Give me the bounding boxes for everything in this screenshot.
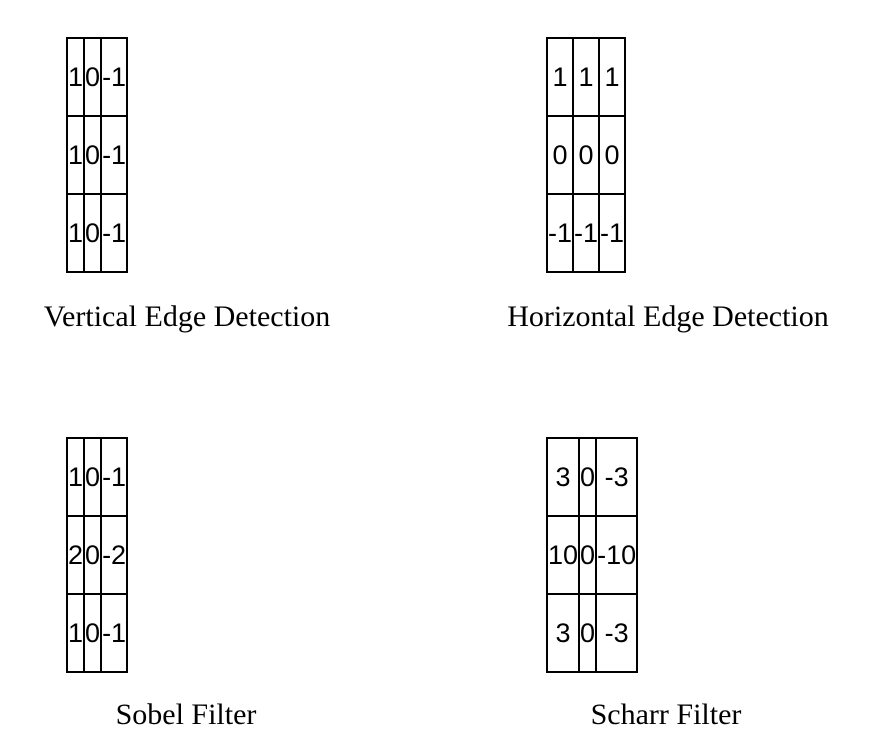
kernel-matrix-horizontal-edge: 1 1 1 0 0 0 -1 -1 -1 — [545, 37, 627, 273]
matrix-cell: 0 — [598, 115, 627, 195]
matrix-cell: -1 — [100, 37, 129, 117]
matrix-row: 3 0 -3 — [545, 437, 639, 517]
matrix-cell: -2 — [100, 515, 129, 595]
matrix-row: 1 0 -1 — [65, 437, 129, 517]
matrix-cell: 3 — [545, 593, 581, 673]
matrix-row: 0 0 0 — [545, 115, 627, 195]
kernel-caption: Vertical Edge Detection — [43, 300, 331, 333]
matrix-cell: 0 — [83, 515, 103, 595]
matrix-row: 1 0 -1 — [65, 37, 129, 117]
matrix-row: 1 0 -1 — [65, 115, 129, 195]
matrix-cell: -1 — [100, 437, 129, 517]
matrix-cell: -1 — [598, 193, 627, 273]
matrix-cell: 0 — [83, 193, 103, 273]
kernel-caption: Sobel Filter — [115, 698, 257, 731]
matrix-row: 1 0 -1 — [65, 193, 129, 273]
matrix-cell: 1 — [65, 437, 86, 517]
matrix-cell: 0 — [83, 37, 103, 117]
matrix-cell: -1 — [545, 193, 575, 273]
matrix-cell: 0 — [83, 593, 103, 673]
matrix-cell: 0 — [572, 115, 601, 195]
matrix-row: 10 0 -10 — [545, 515, 639, 595]
matrix-cell: 0 — [578, 515, 598, 595]
matrix-row: 1 1 1 — [545, 37, 627, 117]
matrix-row: 1 0 -1 — [65, 593, 129, 673]
matrix-cell: -3 — [595, 593, 639, 673]
matrix-cell: 1 — [65, 115, 86, 195]
matrix-cell: 0 — [83, 437, 103, 517]
matrix-cell: 2 — [65, 515, 86, 595]
matrix-cell: -1 — [100, 593, 129, 673]
matrix-cell: -10 — [595, 515, 639, 595]
matrix-cell: 1 — [572, 37, 601, 117]
matrix-cell: 1 — [65, 37, 86, 117]
matrix-row: -1 -1 -1 — [545, 193, 627, 273]
matrix-cell: 1 — [545, 37, 575, 117]
kernel-matrix-scharr: 3 0 -3 10 0 -10 3 0 -3 — [545, 437, 639, 673]
matrix-cell: 0 — [578, 593, 598, 673]
matrix-cell: 0 — [83, 115, 103, 195]
matrix-cell: 1 — [598, 37, 627, 117]
matrix-cell: 1 — [65, 593, 86, 673]
matrix-cell: -1 — [100, 193, 129, 273]
matrix-cell: 1 — [65, 193, 86, 273]
matrix-row: 3 0 -3 — [545, 593, 639, 673]
matrix-cell: 3 — [545, 437, 581, 517]
matrix-cell: 10 — [545, 515, 581, 595]
kernel-caption: Scharr Filter — [590, 698, 742, 731]
matrix-cell: -1 — [572, 193, 601, 273]
matrix-cell: 0 — [578, 437, 598, 517]
matrix-row: 2 0 -2 — [65, 515, 129, 595]
kernel-matrix-sobel: 1 0 -1 2 0 -2 1 0 -1 — [65, 437, 129, 673]
kernel-matrix-vertical-edge: 1 0 -1 1 0 -1 1 0 -1 — [65, 37, 129, 273]
kernel-caption: Horizontal Edge Detection — [507, 300, 829, 333]
matrix-cell: 0 — [545, 115, 575, 195]
matrix-cell: -1 — [100, 115, 129, 195]
matrix-cell: -3 — [595, 437, 639, 517]
